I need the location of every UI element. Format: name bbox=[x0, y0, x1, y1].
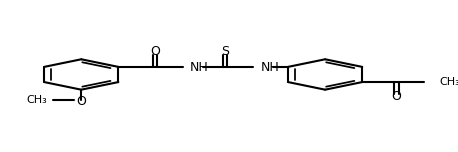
Text: CH₃: CH₃ bbox=[27, 95, 48, 105]
Text: NH: NH bbox=[190, 61, 208, 74]
Text: NH: NH bbox=[260, 61, 279, 74]
Text: CH₃: CH₃ bbox=[439, 77, 458, 87]
Text: O: O bbox=[150, 45, 160, 59]
Text: O: O bbox=[392, 90, 401, 104]
Text: O: O bbox=[76, 95, 86, 108]
Text: S: S bbox=[221, 45, 229, 59]
